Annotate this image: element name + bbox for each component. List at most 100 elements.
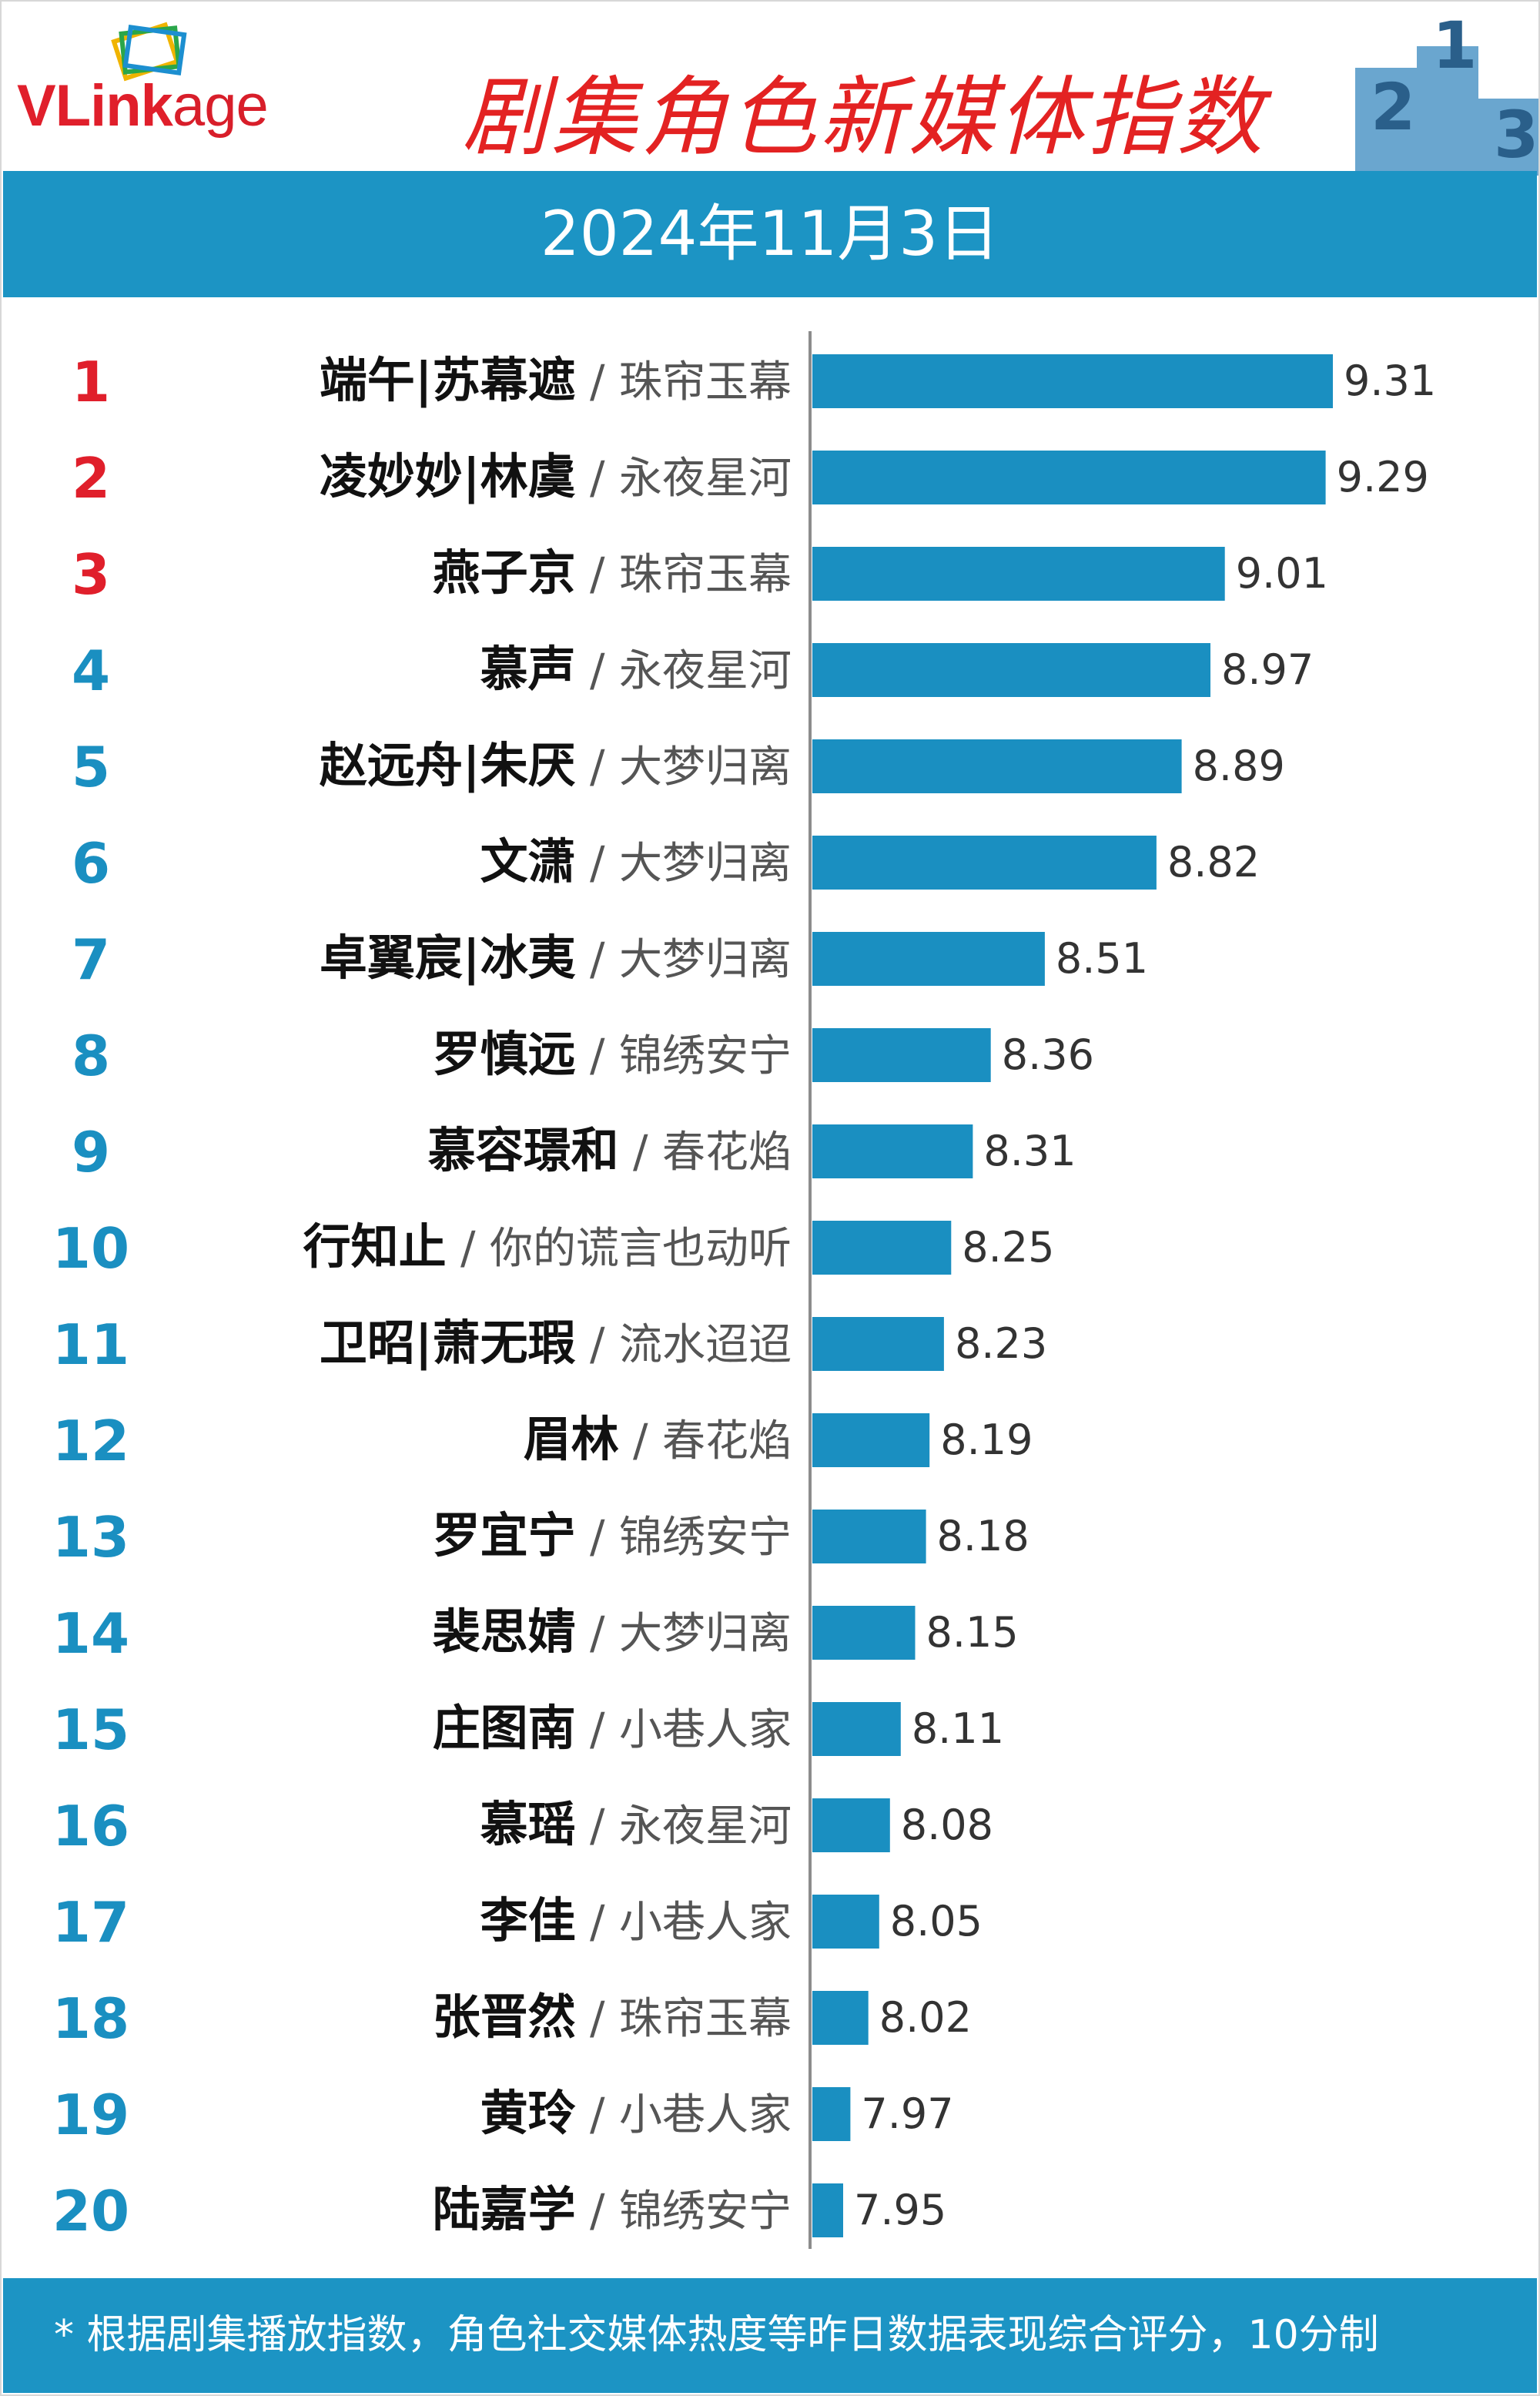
row-label: 文潇 / 大梦归离 <box>480 833 792 890</box>
row-label: 卓翼宸|冰夷 / 大梦归离 <box>320 930 792 987</box>
drama-name: 珠帘玉幕 <box>619 550 792 600</box>
value-label: 8.51 <box>1056 934 1148 983</box>
role-name: 李佳 <box>480 1892 576 1949</box>
bar <box>812 1798 890 1852</box>
drama-name: 锦绣安宁 <box>619 1031 792 1081</box>
drama-name: 小巷人家 <box>619 2090 792 2140</box>
label-separator: / <box>576 2088 619 2140</box>
label-separator: / <box>576 836 619 889</box>
bar <box>812 1510 926 1563</box>
value-label: 8.23 <box>955 1319 1047 1368</box>
label-separator: / <box>576 548 619 600</box>
rank-label: 17 <box>52 1890 129 1955</box>
value-label: 8.08 <box>901 1801 993 1849</box>
rank-label: 13 <box>52 1505 129 1570</box>
drama-name: 小巷人家 <box>619 1705 792 1755</box>
row-label: 卫昭|萧无瑕 / 流水迢迢 <box>320 1315 792 1372</box>
bar <box>812 836 1157 890</box>
bar <box>812 932 1045 986</box>
rank-label: 9 <box>72 1120 110 1185</box>
label-separator: / <box>576 355 619 407</box>
row-label: 罗慎远 / 锦绣安宁 <box>433 1026 792 1082</box>
rank-label: 15 <box>52 1697 129 1762</box>
role-name: 卓翼宸|冰夷 <box>320 930 576 987</box>
bar <box>812 1028 991 1082</box>
logo-cards-icon <box>111 22 187 82</box>
bar <box>812 547 1225 601</box>
drama-name: 春花焰 <box>662 1128 792 1178</box>
bar <box>812 739 1182 793</box>
footer-band: * 根据剧集播放指数，角色社交媒体热度等昨日数据表现综合评分，10分制 <box>3 2278 1537 2393</box>
bar <box>812 2183 843 2237</box>
chart-rows: 1 端午|苏幕遮 / 珠帘玉幕 9.31 2 凌妙妙|林虞 / 永夜星河 9.29 3 燕子京… <box>52 350 1436 2244</box>
label-separator: / <box>576 1799 619 1851</box>
rank-label: 11 <box>52 1312 129 1377</box>
label-separator: / <box>576 1992 619 2044</box>
role-name: 裴思婧 <box>433 1603 576 1660</box>
value-label: 9.31 <box>1344 357 1436 405</box>
role-name: 卫昭|萧无瑕 <box>320 1315 576 1372</box>
row-label: 慕瑶 / 永夜星河 <box>480 1796 792 1852</box>
row-label: 庄图南 / 小巷人家 <box>433 1700 792 1756</box>
label-separator: / <box>576 1318 619 1370</box>
role-name: 罗慎远 <box>433 1026 576 1082</box>
drama-name: 永夜星河 <box>619 646 792 696</box>
value-label: 7.97 <box>861 2089 953 2138</box>
drama-name: 珠帘玉幕 <box>619 357 792 407</box>
role-name: 慕声 <box>480 641 576 697</box>
value-label: 8.11 <box>912 1704 1004 1753</box>
label-separator: / <box>619 1414 662 1466</box>
rank-label: 14 <box>52 1601 129 1666</box>
brand-logo: VLinkage <box>17 22 340 145</box>
drama-name: 大梦归离 <box>619 935 792 985</box>
value-label: 8.05 <box>890 1897 983 1945</box>
drama-name: 珠帘玉幕 <box>619 1994 792 2044</box>
label-separator: / <box>447 1221 490 1274</box>
value-label: 9.29 <box>1337 453 1429 501</box>
value-label: 8.02 <box>879 1993 972 2042</box>
role-name: 陆嘉学 <box>433 2181 576 2237</box>
bar <box>812 1991 869 2045</box>
value-label: 8.36 <box>1002 1030 1094 1079</box>
role-name: 罗宜宁 <box>433 1507 576 1563</box>
podium-third-label: 3 <box>1494 97 1538 173</box>
label-separator: / <box>576 1510 619 1563</box>
drama-name: 你的谎言也动听 <box>490 1224 792 1274</box>
bar <box>812 1895 879 1949</box>
value-label: 9.01 <box>1236 549 1328 598</box>
drama-name: 春花焰 <box>662 1416 792 1466</box>
drama-name: 流水迢迢 <box>619 1320 792 1370</box>
value-label: 8.15 <box>926 1608 1019 1657</box>
label-separator: / <box>576 1703 619 1755</box>
value-label: 8.18 <box>937 1512 1029 1560</box>
bar <box>812 1606 916 1660</box>
value-label: 8.31 <box>983 1127 1076 1175</box>
row-label: 燕子京 / 珠帘玉幕 <box>433 545 792 601</box>
role-name: 行知止 <box>303 1218 447 1275</box>
rank-label: 19 <box>52 2083 129 2147</box>
logo-wordmark: VLinkage <box>17 72 269 139</box>
rank-label: 20 <box>52 2179 129 2244</box>
role-name: 凌妙妙|林虞 <box>320 448 576 505</box>
value-label: 8.89 <box>1193 742 1285 790</box>
label-separator: / <box>576 740 619 793</box>
role-name: 燕子京 <box>433 545 576 601</box>
role-name: 黄玲 <box>480 2085 576 2141</box>
label-separator: / <box>619 1125 662 1178</box>
drama-name: 大梦归离 <box>619 742 792 793</box>
row-label: 慕容璟和 / 春花焰 <box>428 1122 792 1178</box>
date-banner: 2024年11月3日 <box>3 171 1537 297</box>
podium-first-label: 1 <box>1432 14 1477 83</box>
role-name: 赵远舟|朱厌 <box>320 737 576 794</box>
rank-label: 7 <box>72 927 110 992</box>
row-label: 凌妙妙|林虞 / 永夜星河 <box>320 448 792 505</box>
row-label: 端午|苏幕遮 / 珠帘玉幕 <box>320 352 792 409</box>
value-label: 8.82 <box>1167 838 1260 886</box>
podium-second-label: 2 <box>1371 69 1415 145</box>
role-name: 端午|苏幕遮 <box>320 352 576 409</box>
logo-brand-prefix: VLink <box>17 73 173 139</box>
row-label: 眉林 / 春花焰 <box>524 1411 792 1467</box>
row-label: 罗宜宁 / 锦绣安宁 <box>433 1507 792 1563</box>
row-label: 李佳 / 小巷人家 <box>480 1892 792 1949</box>
